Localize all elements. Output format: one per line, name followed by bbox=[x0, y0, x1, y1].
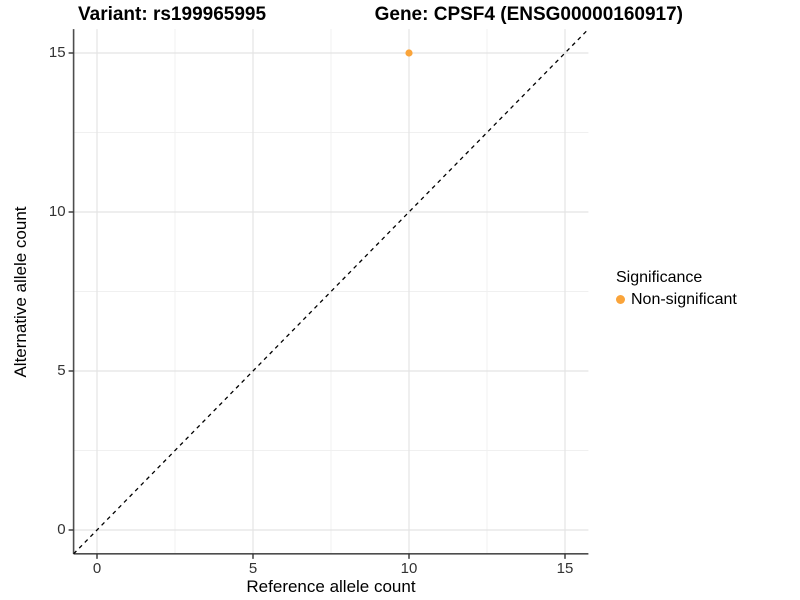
legend-item-label: Non-significant bbox=[631, 291, 737, 308]
y-tick-label: 10 bbox=[48, 203, 66, 220]
gene-title: Gene: CPSF4 (ENSG00000160917) bbox=[374, 4, 683, 25]
y-tick-label: 15 bbox=[48, 44, 66, 61]
x-tick-label: 5 bbox=[248, 559, 258, 577]
legend-item-non-significant: Non-significant bbox=[616, 290, 737, 309]
legend-title: Significance bbox=[616, 269, 703, 286]
data-point bbox=[405, 49, 413, 57]
y-axis-label: Alternative allele count bbox=[11, 205, 30, 378]
y-tick-label: 5 bbox=[57, 362, 66, 379]
x-tick-label: 0 bbox=[92, 559, 102, 577]
legend: Significance Non-significant bbox=[616, 268, 737, 309]
variant-title: Variant: rs199965995 bbox=[78, 4, 267, 25]
x-tick-label: 10 bbox=[400, 559, 418, 577]
x-axis-label: Reference allele count bbox=[246, 576, 416, 596]
x-tick-label: 15 bbox=[556, 559, 574, 577]
identity-reference-line bbox=[73, 28, 589, 555]
non-significant-point-icon bbox=[616, 295, 625, 304]
y-tick-label: 0 bbox=[57, 521, 66, 538]
